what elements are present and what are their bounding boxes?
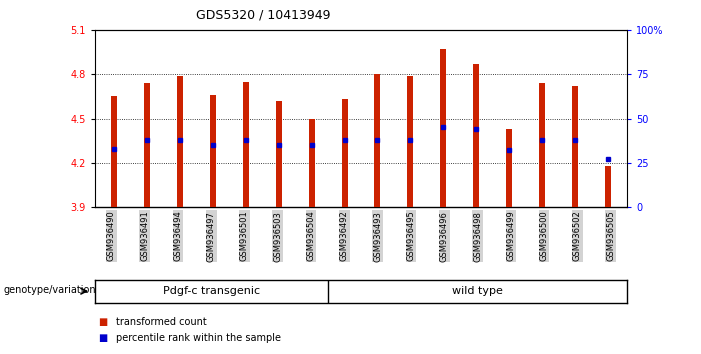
- Text: GSM936491: GSM936491: [140, 211, 149, 261]
- Text: GSM936505: GSM936505: [606, 211, 615, 261]
- Bar: [506, 129, 512, 207]
- Text: ■: ■: [98, 317, 107, 327]
- Bar: [144, 83, 150, 207]
- Bar: [440, 49, 447, 207]
- Bar: [177, 76, 183, 207]
- Text: GSM936498: GSM936498: [473, 211, 482, 262]
- Bar: [572, 86, 578, 207]
- Text: GSM936504: GSM936504: [306, 211, 315, 261]
- Bar: [407, 76, 414, 207]
- Text: GSM936499: GSM936499: [506, 211, 515, 261]
- Text: transformed count: transformed count: [116, 317, 206, 327]
- Text: GSM936490: GSM936490: [107, 211, 116, 261]
- Text: GSM936496: GSM936496: [440, 211, 449, 262]
- Bar: [539, 83, 545, 207]
- Bar: [605, 166, 611, 207]
- Text: GSM936502: GSM936502: [573, 211, 582, 261]
- Text: wild type: wild type: [452, 286, 503, 296]
- Text: GDS5320 / 10413949: GDS5320 / 10413949: [196, 9, 331, 22]
- Text: Pdgf-c transgenic: Pdgf-c transgenic: [163, 286, 260, 296]
- Bar: [473, 64, 479, 207]
- Text: GSM936501: GSM936501: [240, 211, 249, 261]
- Text: GSM936500: GSM936500: [540, 211, 549, 261]
- Text: percentile rank within the sample: percentile rank within the sample: [116, 333, 280, 343]
- Text: GSM936493: GSM936493: [373, 211, 382, 262]
- Bar: [374, 74, 381, 207]
- Bar: [308, 119, 315, 207]
- Bar: [275, 101, 282, 207]
- Bar: [111, 96, 117, 207]
- Text: GSM936494: GSM936494: [173, 211, 182, 261]
- Text: GSM936497: GSM936497: [207, 211, 216, 262]
- Text: GSM936492: GSM936492: [340, 211, 349, 261]
- Text: ■: ■: [98, 333, 107, 343]
- Text: genotype/variation: genotype/variation: [4, 285, 96, 295]
- Text: GSM936503: GSM936503: [273, 211, 283, 262]
- Bar: [210, 95, 216, 207]
- Bar: [243, 82, 249, 207]
- Text: GSM936495: GSM936495: [407, 211, 416, 261]
- Bar: [341, 99, 348, 207]
